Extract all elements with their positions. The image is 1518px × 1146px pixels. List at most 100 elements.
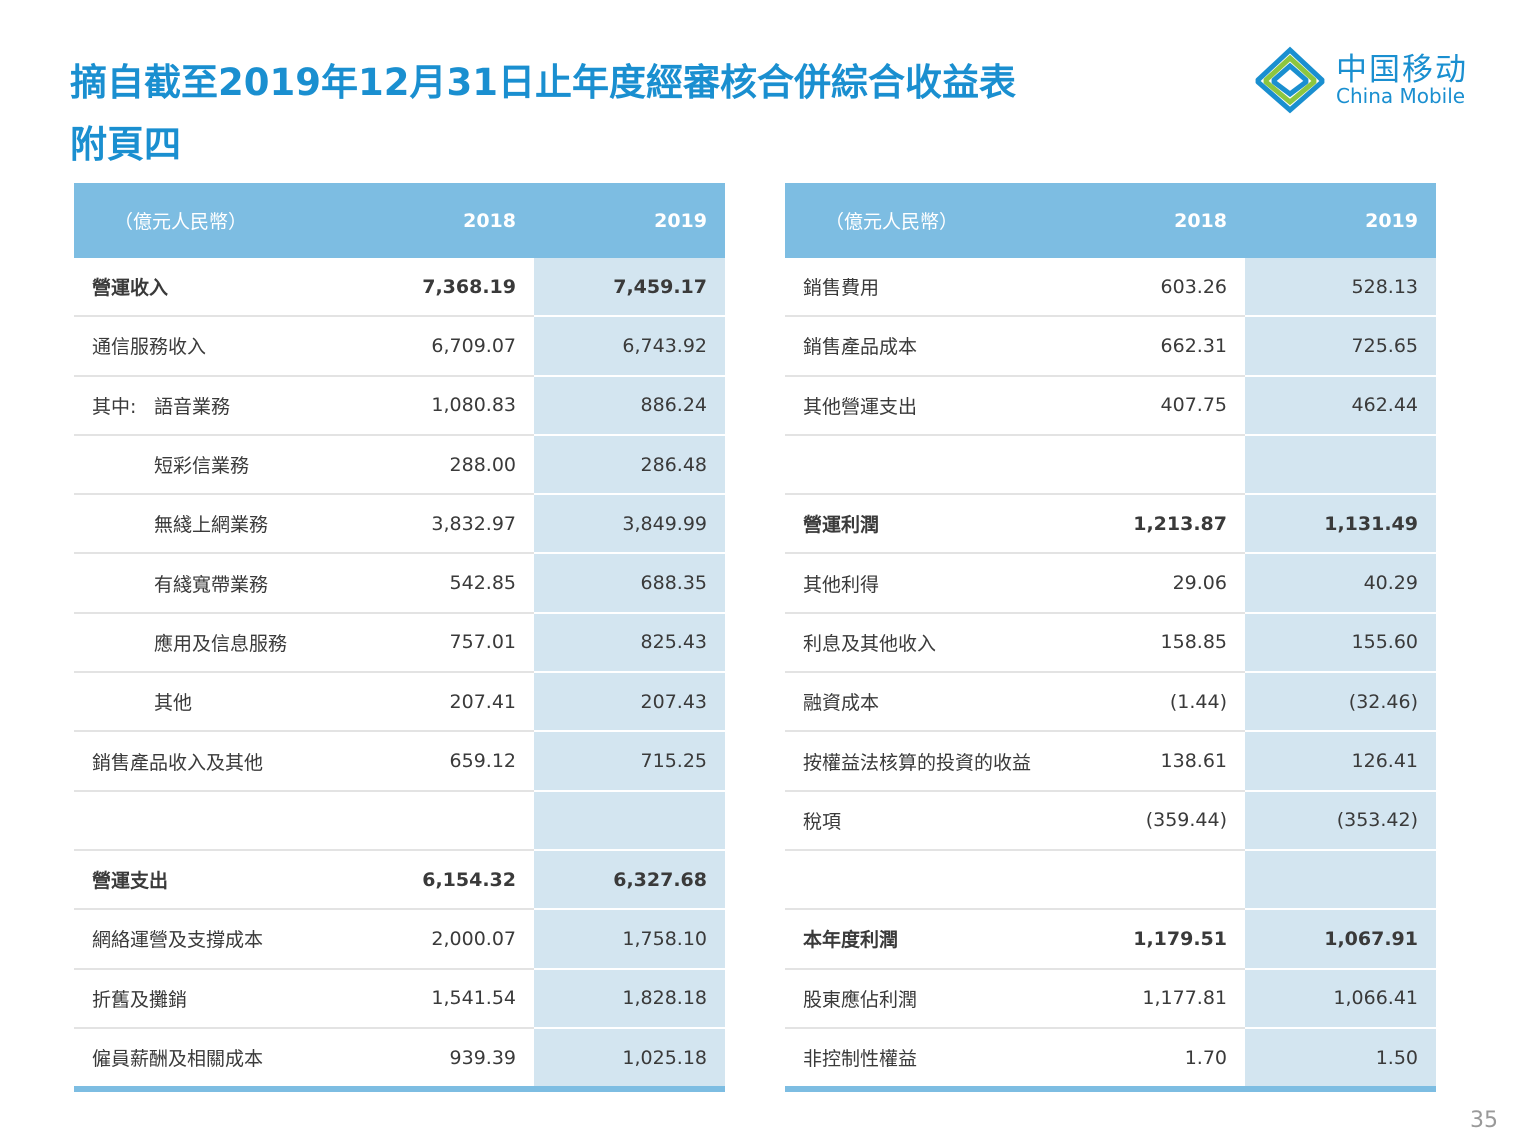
value-2018: 1,541.54: [344, 968, 534, 1029]
label: 折舊及攤銷: [92, 988, 188, 1011]
label: 網絡運營及支撐成本: [92, 929, 264, 952]
label-cell: 稅項: [785, 790, 1055, 851]
label: 短彩信業務: [154, 455, 250, 478]
header-cell: （億元人民幣）: [785, 183, 1055, 258]
row: 銷售產品收入及其他 659.12 715.25: [74, 731, 725, 792]
logo-en: China Mobile: [1336, 84, 1466, 108]
label-cell: 無綫上網業務: [74, 494, 344, 555]
cell: [1055, 434, 1245, 496]
row: 融資成本 (1.44) (32.46): [785, 672, 1436, 733]
table: （億元人民幣） 2018 2019 營運收入 7,368.19 7,459.17 通信服務收…: [74, 183, 725, 1093]
value-2018: 662.31: [1055, 316, 1245, 377]
label-cell: 僱員薪酬及相關成本: [74, 1028, 344, 1089]
label: 營運利潤: [803, 514, 880, 537]
label: 非控制性權益: [803, 1048, 918, 1070]
cell: [1055, 849, 1245, 911]
label-cell: 其他利得: [785, 553, 1055, 614]
title-line: 附頁四: [70, 123, 181, 166]
label-cell: 營運利潤: [785, 494, 1055, 555]
row: 銷售產品成本 662.31 725.65: [785, 316, 1436, 377]
row: [785, 849, 1436, 911]
header-cell: 2019: [534, 183, 725, 258]
label-cell: 其中: 語音業務: [74, 375, 344, 436]
row: 應用及信息服務 757.01 825.43: [74, 612, 725, 674]
label: 應用及信息服務: [154, 632, 288, 655]
label: 營運收入: [92, 277, 169, 300]
value-2018: 29.06: [1055, 553, 1245, 614]
label-cell: 其他: [74, 672, 344, 733]
row: 稅項 (359.44) (353.42): [785, 790, 1436, 851]
label: 其他營運支出: [803, 395, 918, 418]
label-cell: 通信服務收入: [74, 316, 344, 377]
value-2018: 939.39: [449, 1046, 516, 1069]
label-cell: 短彩信業務: [74, 434, 344, 496]
row: 僱員薪酬及相關成本 939.39 1,025.18: [74, 1027, 725, 1090]
label-cell: 銷售產品成本: [785, 316, 1055, 377]
header-row: （億元人民幣） 2018 2019: [785, 183, 1436, 258]
logo-cn: 中国移动: [1336, 52, 1468, 88]
label: 本年度利潤: [803, 929, 899, 952]
value-2019: 126.41: [1245, 731, 1436, 792]
value-2018: 6,154.32: [344, 849, 534, 911]
row: 折舊及攤銷 1,541.54 1,828.18: [74, 968, 725, 1029]
row: 銷售費用 603.26 528.13: [785, 258, 1436, 318]
value-2018: 6,709.07: [344, 316, 534, 377]
row: 其他 207.41 207.43: [74, 672, 725, 733]
row: 短彩信業務 288.00 286.48: [74, 434, 725, 496]
row: 營運支出 6,154.32 6,327.68: [74, 849, 725, 911]
value-2018: 757.01: [344, 612, 534, 674]
label-cell: 融資成本: [785, 672, 1055, 733]
value-2018: 1.70: [1184, 1046, 1227, 1069]
label: 銷售產品收入及其他: [92, 751, 264, 774]
value-2019: 1,066.41: [1245, 968, 1436, 1029]
label: 有綫寬帶業務: [154, 573, 269, 596]
header-cell: 2018: [344, 183, 534, 258]
row: 其中: 語音業務 1,080.83 886.24: [74, 375, 725, 436]
value-2018: 288.00: [344, 434, 534, 496]
label-cell: 按權益法核算的投資的收益: [785, 731, 1055, 792]
value-2019: 886.24: [534, 375, 725, 436]
cell: [74, 790, 344, 851]
value-2018: 407.75: [1055, 375, 1245, 436]
label: 股東應佔利潤: [803, 988, 918, 1011]
value-2018: 2,000.07: [344, 909, 534, 970]
label: 利息及其他收入: [803, 632, 937, 655]
label-cell: 折舊及攤銷: [74, 968, 344, 1029]
value-2019: 1,828.18: [534, 968, 725, 1029]
header-cell: （億元人民幣）: [74, 183, 344, 258]
value-2019: 1,025.18: [534, 1027, 725, 1090]
value-2019: 6,327.68: [534, 849, 725, 911]
value-2018: 659.12: [344, 731, 534, 792]
label-cell: 股東應佔利潤: [785, 968, 1055, 1029]
table: （億元人民幣） 2018 2019 銷售費用 603.26 528.13 銷售產品成本 662…: [785, 183, 1436, 1093]
row: 本年度利潤 1,179.51 1,067.91: [785, 909, 1436, 970]
label: 其他: [154, 692, 193, 715]
value-2018: 3,832.97: [344, 494, 534, 555]
value-2019: 1,758.10: [534, 909, 725, 970]
label: 無綫上網業務: [154, 514, 269, 537]
row: [785, 434, 1436, 496]
label-cell: 應用及信息服務: [74, 612, 344, 674]
row: 營運利潤 1,213.87 1,131.49: [785, 494, 1436, 555]
label: 融資成本: [803, 692, 880, 715]
value-2019: 1,131.49: [1245, 494, 1436, 555]
label: 銷售費用: [803, 277, 880, 300]
value-2019: 528.13: [1245, 258, 1436, 318]
row: 網絡運營及支撐成本 2,000.07 1,758.10: [74, 909, 725, 970]
value-2018: 1,177.81: [1055, 968, 1245, 1029]
label-cell: 利息及其他收入: [785, 612, 1055, 674]
value-2019: 725.65: [1245, 316, 1436, 377]
row: 其他營運支出 407.75 462.44: [785, 375, 1436, 436]
value-2018: 542.85: [344, 553, 534, 614]
label-cell: 營運支出: [74, 849, 344, 911]
cell: [785, 434, 1055, 496]
label-cell: 本年度利潤: [785, 909, 1055, 970]
label: 語音業務: [154, 395, 231, 418]
logo: 中国移动 China Mobile: [1252, 42, 1482, 114]
label-cell: 營運收入: [74, 258, 344, 318]
label: 營運支出: [92, 870, 169, 893]
row: 無綫上網業務 3,832.97 3,849.99: [74, 494, 725, 555]
cell: [1245, 849, 1436, 911]
value-2019: (32.46): [1245, 672, 1436, 733]
